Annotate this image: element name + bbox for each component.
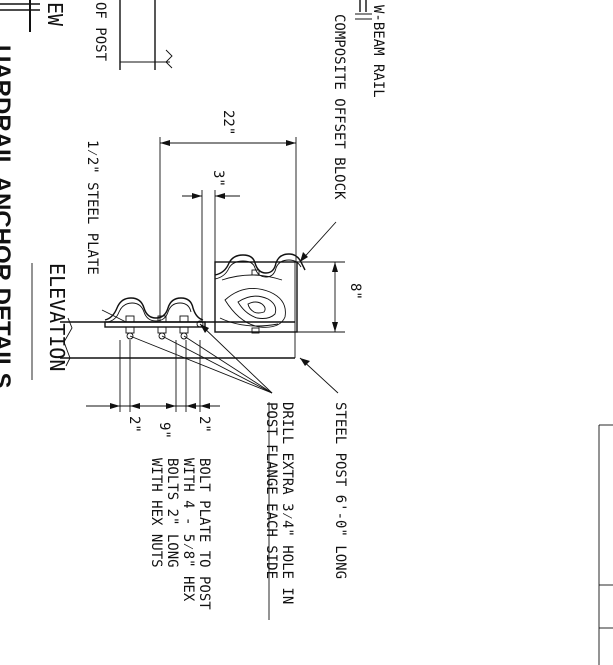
w-beam-rail-stub bbox=[355, 0, 372, 20]
drill-extra-hole-line2: POST FLANGE EACH SIDE bbox=[263, 402, 279, 579]
steel-plate-label: 1⁄2" STEEL PLATE bbox=[84, 140, 100, 275]
dim-2b-label: 2" bbox=[196, 416, 212, 433]
dim-9-label: 9" bbox=[156, 422, 172, 439]
partial-left-view bbox=[0, 0, 173, 70]
block-bolt-nut bbox=[251, 327, 260, 334]
w-beam-rail-label: W-BEAM RAIL bbox=[370, 5, 386, 98]
dimension-8 bbox=[297, 261, 345, 333]
composite-offset-block bbox=[214, 261, 298, 333]
w-beam-rail-on-plate bbox=[104, 297, 204, 321]
steel-plate bbox=[104, 321, 206, 328]
elevation-view bbox=[60, 253, 306, 412]
right-edge-table-stub bbox=[598, 424, 613, 665]
bolt-plate-line4: WITH HEX NUTS bbox=[148, 458, 164, 568]
drill-extra-hole-line1: DRILL EXTRA 3⁄4" HOLE IN bbox=[279, 402, 295, 604]
rotated-labels: W-BEAM RAIL COMPOSITE OFFSET BLOCK STEEL… bbox=[0, 0, 386, 620]
post-break-line bbox=[63, 317, 73, 367]
dim-2a-label: 2" bbox=[126, 416, 142, 433]
rail-bolt-head bbox=[251, 269, 260, 276]
plate-bolts bbox=[125, 315, 204, 340]
drawing-title-partial: UARDRAIL ANCHOR DETAILS bbox=[0, 45, 15, 389]
bolt-plate-line1: BOLT PLATE TO POST bbox=[196, 458, 212, 610]
view-label-partial: EW bbox=[43, 2, 67, 27]
dimension-22 bbox=[159, 137, 297, 322]
dimension-3 bbox=[182, 190, 240, 322]
leader-lines bbox=[101, 221, 339, 394]
dim-3-label: 3" bbox=[210, 170, 226, 187]
dimension-2-9-2 bbox=[86, 403, 220, 409]
dim-8-label: 8" bbox=[347, 283, 363, 300]
composite-offset-block-label: COMPOSITE OFFSET BLOCK bbox=[331, 14, 347, 200]
of-post-label-partial: OF POST bbox=[92, 2, 108, 62]
bolt-plate-line2: WITH 4 - 5⁄8" HEX bbox=[180, 458, 196, 602]
elevation-label: ELEVATION bbox=[45, 263, 69, 371]
steel-post-label: STEEL POST 6'-0" LONG bbox=[332, 402, 348, 579]
bolt-plate-line3: BOLTS 2" LONG bbox=[164, 458, 180, 568]
dim-22-label: 22" bbox=[220, 110, 236, 135]
w-beam-rail-on-block bbox=[214, 253, 306, 276]
